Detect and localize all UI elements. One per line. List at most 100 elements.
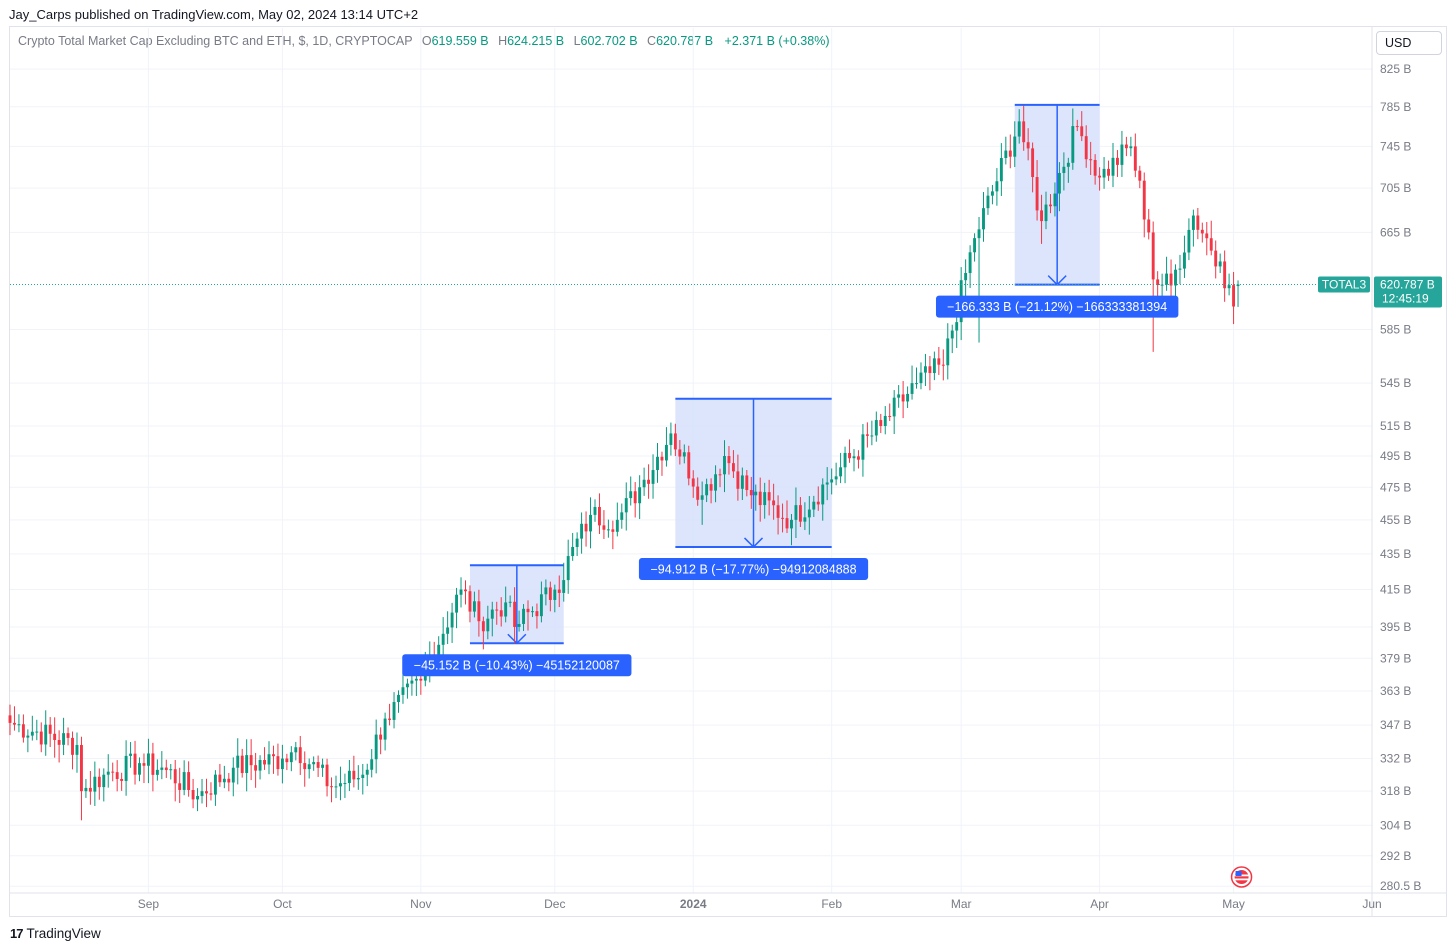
candle-body <box>30 731 34 736</box>
candle-body <box>906 393 910 402</box>
candle-body <box>365 769 369 775</box>
candle-body <box>1151 232 1155 280</box>
candle-body <box>892 397 896 417</box>
candle-body <box>682 452 686 457</box>
candle-body <box>258 759 262 771</box>
candle-body <box>678 449 682 457</box>
candle-body <box>1093 159 1097 176</box>
candle-body <box>566 556 570 581</box>
measure-label-box <box>638 557 869 580</box>
candle-body <box>531 611 534 613</box>
candle-body <box>611 529 615 532</box>
candlestick-series <box>8 105 1240 821</box>
candle-body <box>781 517 784 519</box>
candle-body <box>339 783 342 787</box>
currency-button[interactable]: USD <box>1376 31 1442 55</box>
time-axis[interactable]: Sep Oct Nov Dec 2024 Feb Mar Apr May Jun <box>138 897 1382 911</box>
candle-body <box>111 771 115 773</box>
candle-body <box>794 505 798 520</box>
candle-body <box>1040 210 1043 222</box>
candle-body <box>696 486 700 500</box>
candle-body <box>495 609 499 611</box>
candle-body <box>35 731 39 733</box>
candle-body <box>129 753 133 756</box>
candle-body <box>21 724 25 738</box>
us-flag-icon[interactable] <box>1230 866 1253 888</box>
measure-label-text: −45.152 B (−10.43%) −45152120087 <box>414 659 620 673</box>
price-tick-label: 363 B <box>1380 684 1411 698</box>
candle-body <box>816 501 820 505</box>
candle-body <box>227 778 231 783</box>
change-value: +2.371 B (+0.38%) <box>724 34 830 48</box>
price-tick-label: 347 B <box>1380 718 1411 732</box>
price-tick-label: 495 B <box>1380 449 1411 463</box>
price-tick-label: 545 B <box>1380 376 1411 390</box>
measurement-labels[interactable]: −45.152 B (−10.43%) −45152120087 −94.912 … <box>402 295 1179 677</box>
candle-body <box>615 519 619 532</box>
economic-events[interactable] <box>1230 866 1253 888</box>
candle-body <box>1035 177 1039 211</box>
candle-body <box>374 734 378 760</box>
price-tick-label: 825 B <box>1380 62 1411 76</box>
candle-body <box>39 731 43 745</box>
measurement-tools[interactable] <box>469 103 1100 645</box>
candle-body <box>580 523 584 539</box>
candle-body <box>316 762 320 768</box>
candle-body <box>1169 273 1173 286</box>
candle-body <box>740 475 744 489</box>
candle-body <box>48 724 52 734</box>
candle-body <box>472 601 476 612</box>
measure-label-text: −166.333 B (−21.12%) −166333381394 <box>947 300 1167 314</box>
candle-body <box>776 505 780 518</box>
candle-body <box>388 718 392 720</box>
candle-body <box>240 755 244 774</box>
candle-body <box>477 601 481 622</box>
candle-body <box>75 744 79 755</box>
candle-body <box>803 517 807 522</box>
candle-body <box>1116 157 1119 165</box>
high-label: H <box>498 34 508 48</box>
candle-body <box>763 492 767 506</box>
candle-body <box>298 747 302 764</box>
candle-body <box>53 733 57 740</box>
candle-body <box>307 764 311 770</box>
candle-body <box>508 601 512 603</box>
candle-body <box>1013 136 1017 157</box>
candle-body <box>982 208 985 230</box>
candle-body <box>517 623 521 627</box>
candle-body <box>937 358 941 365</box>
candle-body <box>13 722 16 725</box>
candle-body <box>8 715 12 723</box>
candle-body <box>468 591 472 612</box>
price-tick-label: 475 B <box>1380 480 1411 494</box>
candle-body <box>798 505 802 522</box>
tradingview-footer[interactable]: 17 TradingView <box>10 926 101 941</box>
candle-body <box>379 734 383 740</box>
price-tick-label: 435 B <box>1380 547 1411 561</box>
candle-body <box>1223 261 1227 289</box>
price-tick-label: 585 B <box>1380 322 1411 336</box>
candle-body <box>218 774 222 783</box>
candle-body <box>441 633 445 645</box>
countdown-label: 12:45:19 <box>1382 292 1429 306</box>
candle-body <box>303 763 307 770</box>
candle-body <box>1147 219 1151 233</box>
candle-body <box>928 366 932 374</box>
candle-body <box>624 498 628 513</box>
candle-body <box>280 758 284 770</box>
price-tick-label: 455 B <box>1380 513 1411 527</box>
candle-body <box>714 474 718 491</box>
candle-body <box>629 491 633 499</box>
candle-body <box>660 456 664 461</box>
candle-body <box>222 778 226 783</box>
candle-body <box>1107 168 1110 176</box>
candle-body <box>1196 215 1200 230</box>
symbol-description[interactable]: Crypto Total Market Cap Excluding BTC an… <box>18 34 413 48</box>
price-axis[interactable]: 825 B 785 B 745 B 705 B 665 B 585 B 545 B 515 B… <box>1380 62 1421 893</box>
low-value: 602.702 B <box>580 34 638 48</box>
time-tick-label: Sep <box>138 897 160 911</box>
candle-body <box>1004 150 1008 159</box>
candle-body <box>718 474 722 476</box>
candle-body <box>861 434 865 460</box>
